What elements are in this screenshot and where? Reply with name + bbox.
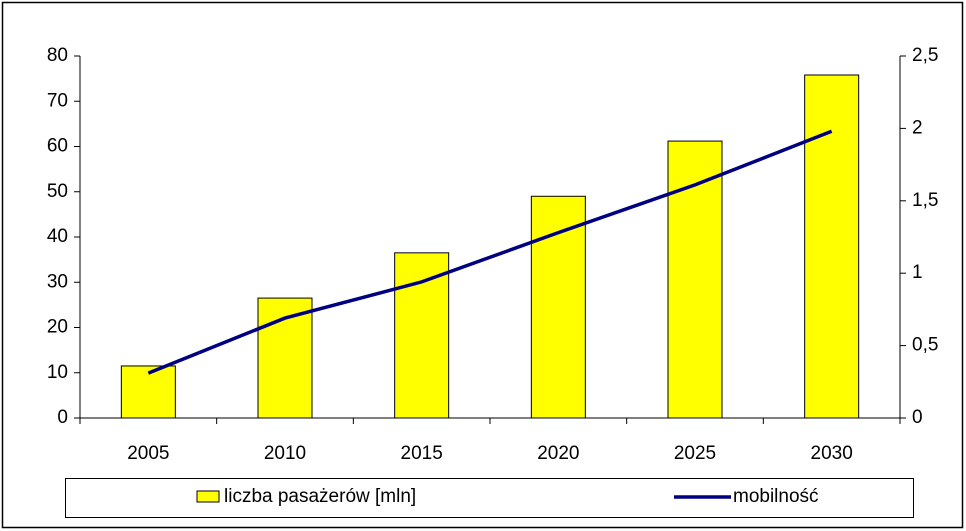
- legend-label: liczba pasażerów [mln]: [224, 486, 416, 507]
- y-tick-label: 80: [47, 45, 68, 66]
- x-tick-label: 2020: [537, 443, 579, 464]
- y-tick-label: 70: [47, 90, 68, 111]
- y2-tick-label: 1,5: [912, 190, 938, 211]
- y-tick-label: 40: [47, 226, 68, 247]
- x-tick-label: 2030: [811, 443, 853, 464]
- bar: [804, 74, 860, 419]
- bar: [667, 140, 723, 419]
- y2-tick-label: 0,5: [912, 335, 938, 356]
- legend-swatch: [196, 490, 220, 503]
- y-tick-label: 60: [47, 136, 68, 157]
- bar: [120, 365, 176, 419]
- y-tick-label: 20: [47, 317, 68, 338]
- line: [147, 129, 833, 375]
- y-tick-label: 0: [57, 407, 68, 428]
- x-tick-label: 2025: [674, 443, 716, 464]
- y2-tick-label: 1: [912, 262, 923, 283]
- y-tick-label: 10: [47, 362, 68, 383]
- x-tick-label: 2005: [127, 443, 169, 464]
- legend-label: mobilność: [733, 486, 819, 507]
- x-tick-label: 2015: [401, 443, 443, 464]
- bar: [257, 297, 313, 419]
- y2-tick-label: 2: [912, 117, 923, 138]
- y-tick-label: 50: [47, 181, 68, 202]
- y-tick-label: 30: [47, 271, 68, 292]
- y2-tick-label: 0: [912, 407, 923, 428]
- y2-tick-label: 2,5: [912, 45, 938, 66]
- x-tick-label: 2010: [264, 443, 306, 464]
- bar: [530, 195, 586, 419]
- bar: [394, 252, 450, 419]
